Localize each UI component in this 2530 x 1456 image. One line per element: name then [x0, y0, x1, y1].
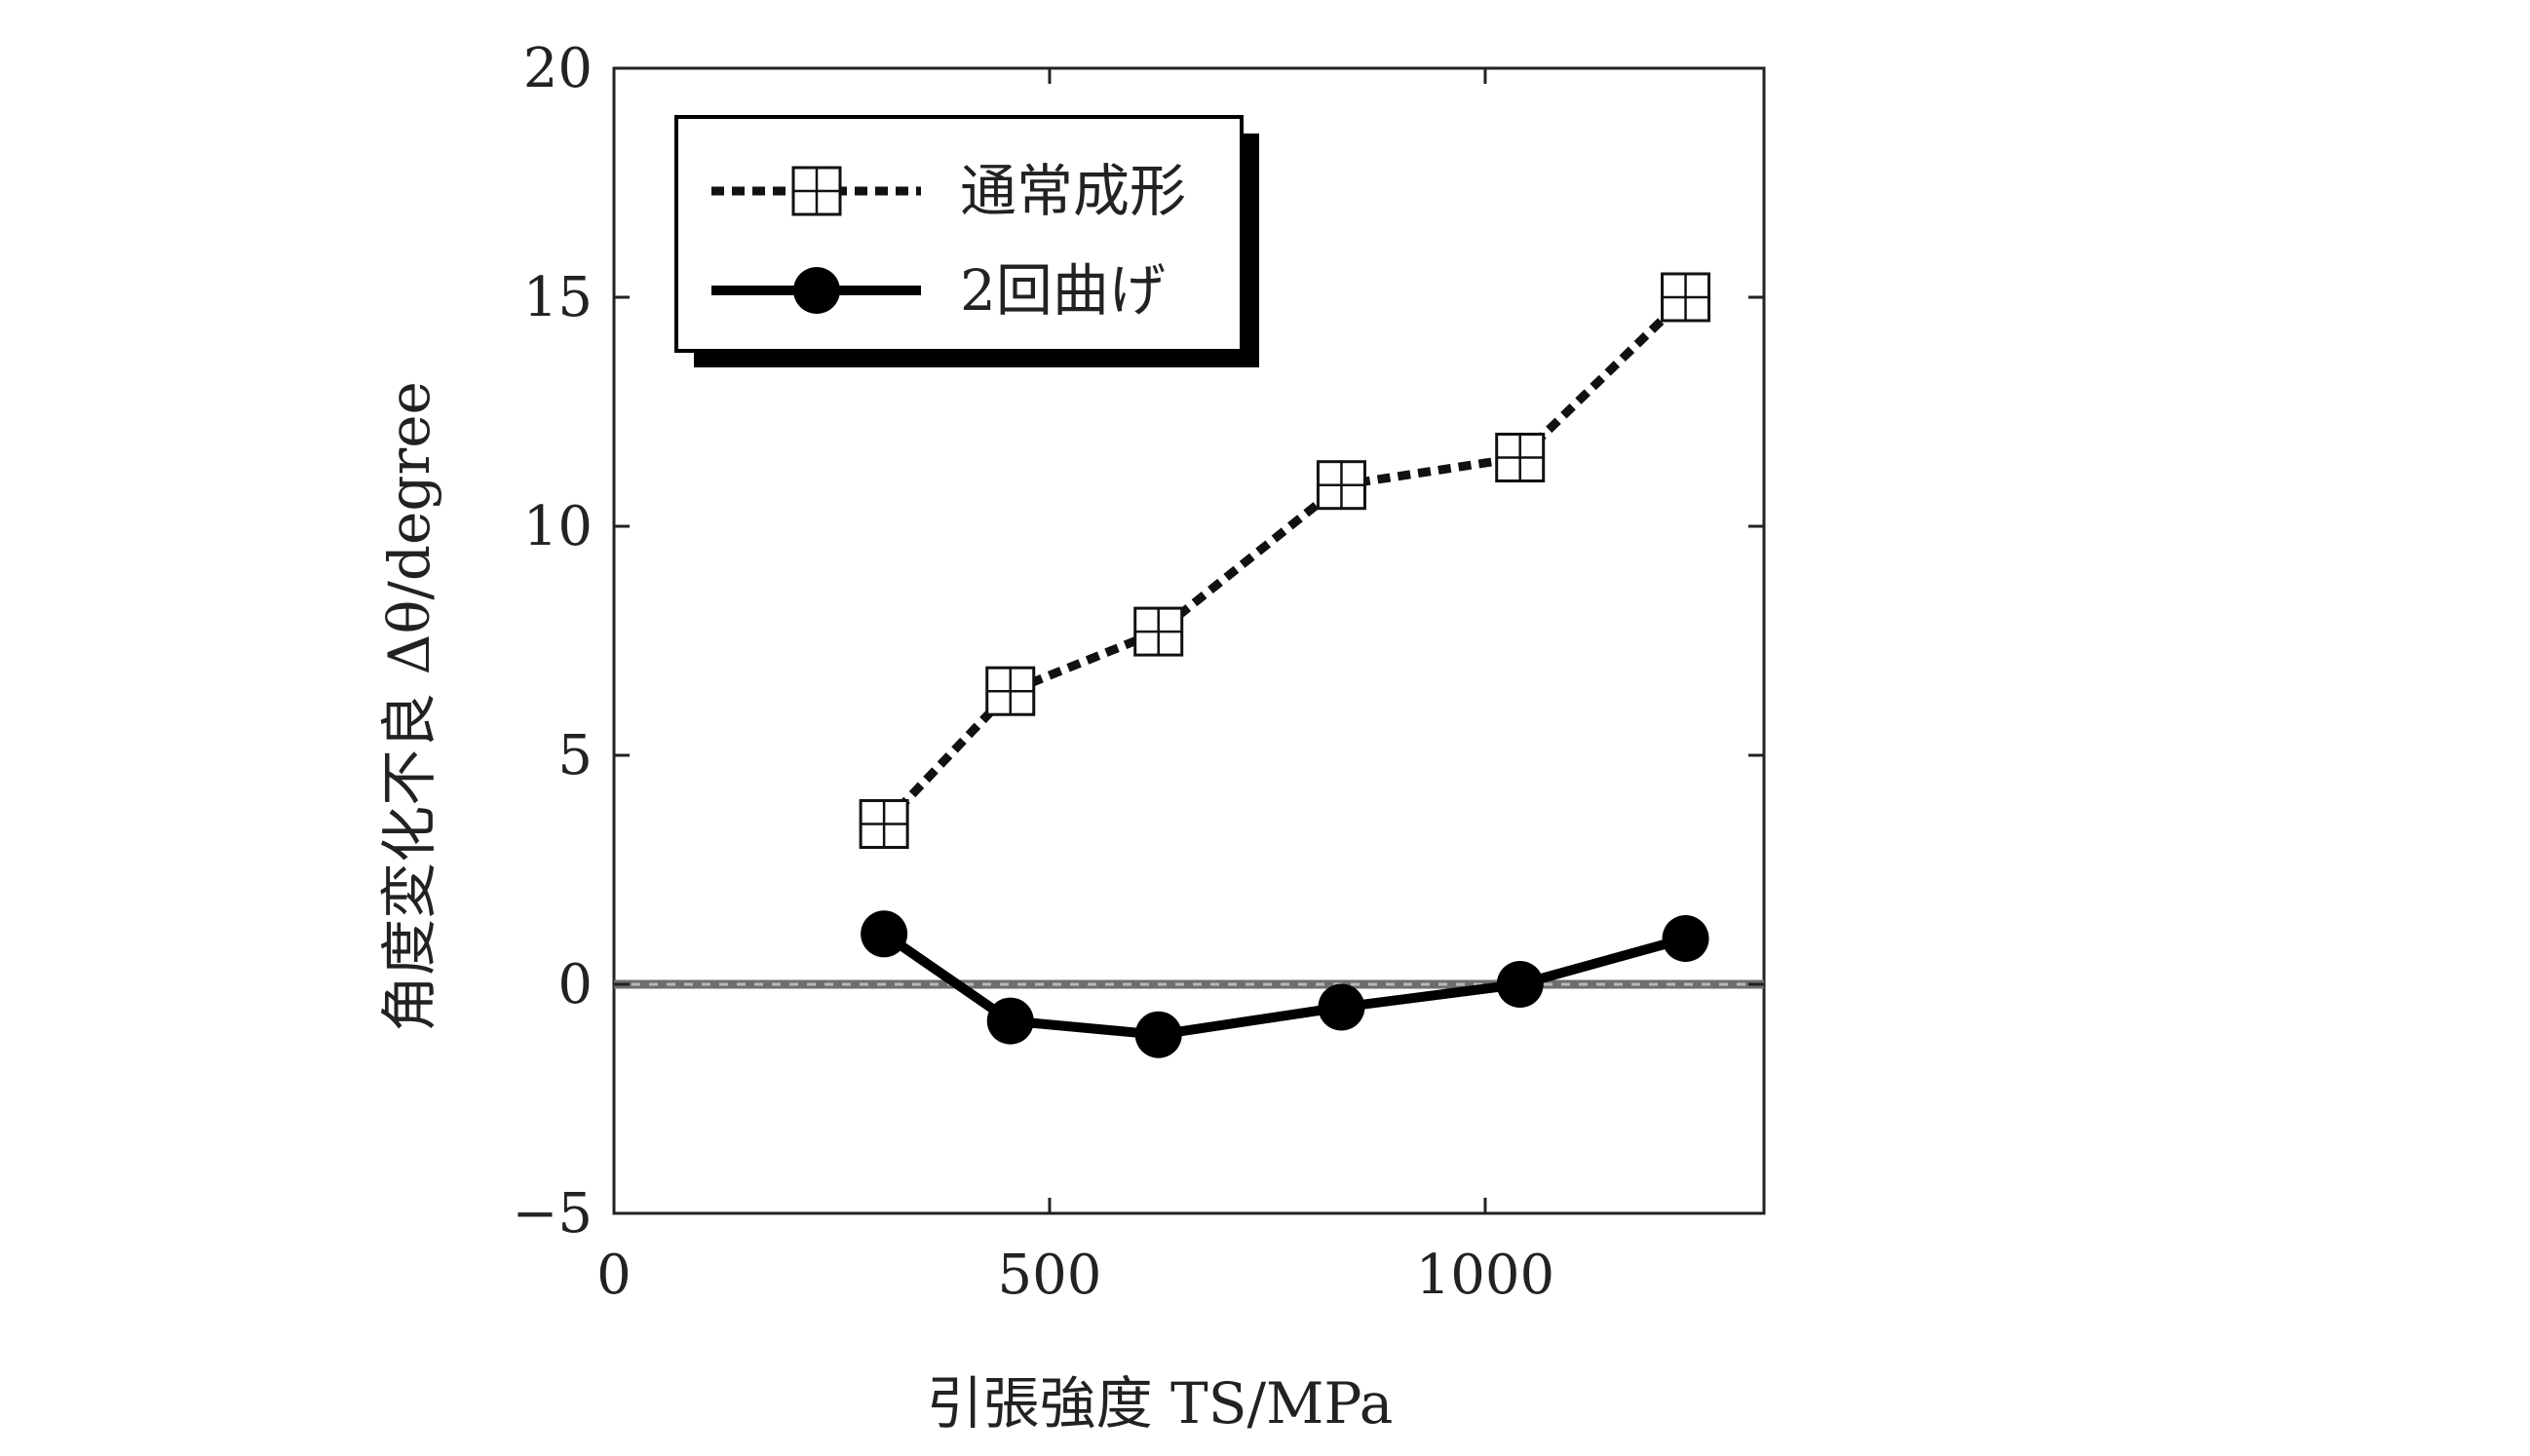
legend-label-series-1: 通常成形 — [960, 158, 1186, 224]
legend-marker-series-1 — [791, 166, 842, 216]
y-tick-label: 0 — [557, 953, 593, 1016]
data-point-series-1 — [1133, 606, 1184, 657]
series-line-2 — [881, 930, 1687, 1040]
x-tick-label: 1000 — [1416, 1244, 1555, 1307]
data-point-series-2 — [1662, 915, 1709, 962]
data-point-series-1 — [985, 666, 1036, 716]
x-tick-label: 500 — [998, 1244, 1102, 1307]
legend: 通常成形 2回曲げ — [674, 115, 1259, 367]
data-point-series-2 — [1318, 983, 1365, 1031]
series-group — [859, 272, 1711, 1058]
data-point-series-2 — [861, 910, 908, 958]
y-tick-label: 10 — [523, 495, 593, 558]
y-tick-label: 5 — [557, 724, 593, 787]
plot-area — [612, 66, 1766, 1215]
y-tick-label: 15 — [523, 266, 593, 329]
data-point-series-2 — [1496, 961, 1544, 1008]
legend-marker-series-2 — [793, 267, 840, 314]
data-point-series-2 — [1134, 1011, 1182, 1058]
legend-label-series-2: 2回曲げ — [960, 257, 1166, 324]
y-tick-label: 20 — [523, 37, 593, 100]
data-point-series-1 — [1661, 272, 1711, 323]
y-tick-label: −5 — [512, 1182, 593, 1245]
plot-frame — [612, 66, 1766, 1215]
x-tick-label: 0 — [596, 1244, 632, 1307]
data-point-series-2 — [986, 997, 1034, 1045]
x-axis-label: 引張強度 TS/MPa — [927, 1370, 1394, 1437]
y-axis-label: 角度変化不良 Δθ/degree — [376, 381, 442, 1032]
legend-box — [674, 115, 1244, 353]
data-point-series-1 — [1495, 433, 1546, 482]
series-line-1 — [880, 293, 1689, 827]
data-point-series-1 — [1316, 460, 1366, 511]
data-point-series-1 — [859, 799, 909, 849]
